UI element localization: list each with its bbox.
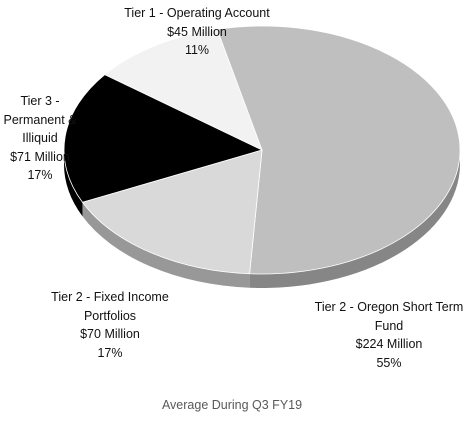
value-label: $224 Million [355,337,423,351]
slice-label: Tier 2 - Fixed Income Portfolios $70 Mill… [35,288,185,362]
slice-label: Tier 1 - Operating Account $45 Million 11% [97,4,297,60]
slice-side [64,150,83,217]
slice-label: Tier 2 - Oregon Short Term Fund $224 Mill… [314,298,464,372]
slice-side [82,202,250,288]
category-label: Tier 2 - Fixed Income Portfolios [51,290,169,323]
percentage-label: 11% [184,43,210,57]
percentage-label: 55% [376,355,402,370]
slice-label: Tier 3 - Permanent & Illiquid $71 Million… [0,92,83,185]
percentage-label: 17% [27,168,53,182]
pie-slice [81,149,263,275]
pie-slice [103,28,263,151]
category-label: Tier 1 - Operating Account [124,6,270,20]
value-label: $71 Million [10,149,70,164]
category-label: Tier 3 - Permanent & Illiquid [3,94,77,145]
percentage-label: 17% [97,345,123,360]
pie-slice [216,25,461,275]
pie-slice [63,74,264,203]
chart-title: Average During Q3 FY19 [161,398,303,412]
value-label: $70 Million [80,327,140,341]
category-label: Tier 2 - Oregon Short Term Fund [314,300,464,333]
value-label: $45 Million [167,24,227,39]
